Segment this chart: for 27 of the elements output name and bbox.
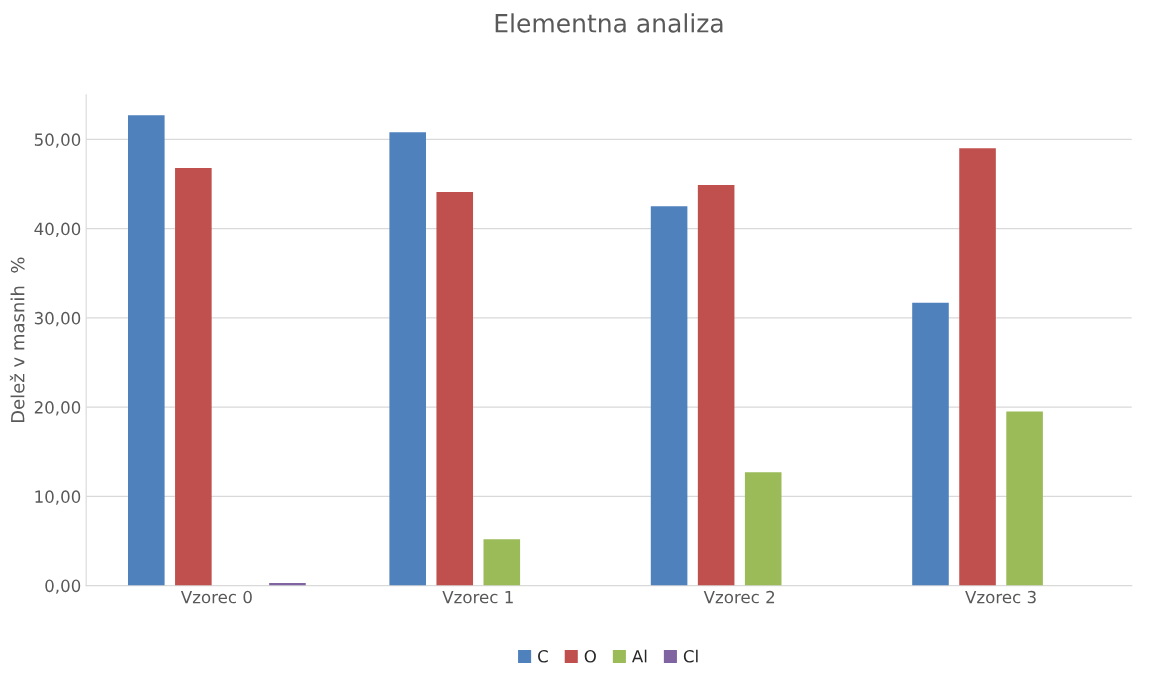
legend-label: C bbox=[538, 649, 548, 663]
bar bbox=[697, 184, 735, 586]
bar bbox=[389, 132, 426, 586]
bar bbox=[1006, 411, 1043, 586]
x-tick-label: Vzorec 1 bbox=[442, 590, 513, 604]
y-axis-title: Delež v masnih % bbox=[9, 257, 25, 423]
bar bbox=[912, 302, 949, 586]
bar bbox=[128, 115, 165, 586]
y-tick-label: 30,00 bbox=[34, 311, 81, 327]
legend-label: Al bbox=[632, 649, 647, 663]
bar bbox=[959, 148, 996, 586]
y-tick-label: 0,00 bbox=[45, 579, 81, 594]
bar bbox=[483, 539, 521, 586]
bar bbox=[650, 206, 688, 586]
y-tick-label: 20,00 bbox=[34, 401, 81, 416]
legend-label: Cl bbox=[683, 649, 698, 663]
y-tick-label: 10,00 bbox=[35, 490, 81, 505]
y-tick-label: 40,00 bbox=[34, 222, 81, 237]
bar bbox=[175, 167, 212, 586]
bar bbox=[436, 192, 474, 586]
y-tick-label: 50,00 bbox=[34, 133, 81, 148]
x-tick-label: Vzorec 2 bbox=[703, 590, 775, 604]
bar bbox=[744, 472, 782, 586]
chart-title: Elementna analiza bbox=[495, 13, 723, 33]
legend-label: O bbox=[584, 649, 596, 663]
x-tick-label: Vzorec 0 bbox=[180, 590, 252, 604]
x-tick-label: Vzorec 3 bbox=[965, 590, 1036, 604]
